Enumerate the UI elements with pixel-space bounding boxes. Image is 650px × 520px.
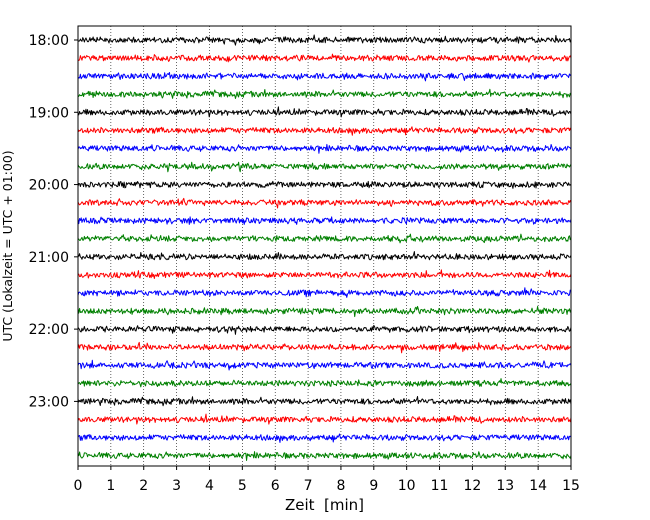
x-tick-label: 5 [238, 478, 247, 494]
x-tick-label: 8 [336, 478, 345, 494]
plot-frame [77, 25, 572, 467]
trace-line [77, 88, 572, 100]
trace-line [77, 341, 572, 354]
trace-line [77, 451, 572, 461]
y-tick-label: 22:00 [29, 322, 69, 338]
x-tick-label: 3 [172, 478, 181, 494]
trace-line [77, 197, 572, 209]
trace-line [77, 233, 572, 244]
trace-line [77, 71, 572, 82]
trace-line [77, 287, 572, 298]
trace-line [77, 324, 572, 335]
x-tick-label: 13 [496, 478, 514, 494]
trace-line [77, 269, 572, 279]
y-tick-label: 19:00 [29, 105, 69, 121]
y-axis-label: UTC (Lokalzeit = UTC + 01:00) [0, 150, 15, 341]
y-tick-label: 20:00 [29, 178, 69, 194]
trace-line [77, 378, 572, 388]
x-axis-ticks: 0 1 2 3 4 5 6 7 8 9 10 11 12 13 14 15 [74, 466, 580, 494]
trace-line [77, 34, 572, 46]
x-tick-label: 7 [304, 478, 313, 494]
x-tick-label: 0 [74, 478, 83, 494]
y-tick-label: 18:00 [29, 33, 69, 49]
x-tick-label: 4 [205, 478, 214, 494]
x-tick-label: 15 [562, 478, 580, 494]
seismic-traces [77, 34, 572, 461]
trace-line [77, 106, 572, 118]
x-tick-label: 10 [398, 478, 416, 494]
x-tick-label: 11 [431, 478, 449, 494]
x-tick-label: 12 [463, 478, 481, 494]
trace-line [77, 396, 572, 407]
trace-line [77, 413, 572, 425]
trace-line [77, 126, 572, 136]
trace-line [77, 180, 572, 189]
trace-line [77, 251, 572, 261]
y-tick-label: 21:00 [29, 250, 69, 266]
trace-line [77, 359, 572, 371]
x-grid [110, 26, 539, 466]
trace-line [77, 433, 572, 443]
x-tick-label: 14 [529, 478, 547, 494]
trace-line [77, 305, 572, 318]
x-axis-label: Zeit [min] [285, 496, 364, 514]
y-tick-label: 23:00 [29, 394, 69, 410]
trace-line [77, 143, 572, 154]
trace-line [77, 161, 572, 173]
x-tick-label: 6 [271, 478, 280, 494]
trace-line [77, 53, 572, 63]
y-axis-ticks: 18:00 19:00 20:00 21:00 22:00 23:00 [29, 33, 78, 410]
x-tick-label: 2 [139, 478, 148, 494]
trace-line [77, 216, 572, 225]
x-tick-label: 1 [106, 478, 115, 494]
x-tick-label: 9 [369, 478, 378, 494]
